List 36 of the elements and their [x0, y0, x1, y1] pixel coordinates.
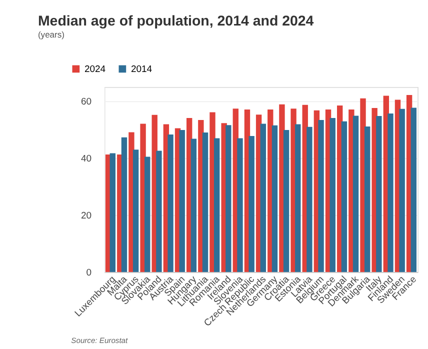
- bar: [226, 125, 232, 272]
- y-tick-label: 40: [81, 153, 92, 164]
- bar: [352, 116, 359, 272]
- bar: [202, 132, 208, 272]
- bar: [190, 138, 197, 272]
- bar: [248, 136, 254, 272]
- source-note: Source: Eurostat: [71, 336, 129, 346]
- legend-label: 2014: [130, 64, 152, 75]
- bar: [132, 150, 139, 272]
- bar: [376, 116, 382, 272]
- bar: [399, 108, 405, 272]
- bar: [330, 118, 336, 272]
- y-tick-label: 60: [81, 96, 92, 108]
- y-tick-label: 20: [81, 210, 92, 222]
- bar: [341, 121, 348, 272]
- bar: [179, 130, 185, 272]
- bar: [272, 125, 278, 272]
- bar: [156, 150, 162, 272]
- legend-label: 2024: [84, 64, 106, 75]
- bar: [110, 153, 116, 272]
- bar: [410, 108, 416, 272]
- bar: [306, 126, 312, 272]
- bar: [283, 130, 290, 272]
- bar: [144, 156, 150, 272]
- bar: [260, 124, 266, 272]
- bar: [388, 113, 394, 272]
- chart-title: Median age of population, 2014 and 2024: [38, 13, 314, 30]
- bar: [364, 126, 370, 272]
- bar: [214, 138, 220, 272]
- bar: [237, 138, 243, 272]
- bar: [318, 120, 324, 272]
- chart-subtitle: (years): [38, 30, 65, 40]
- bar: [121, 137, 128, 272]
- bar: [295, 124, 301, 272]
- y-tick-label: 0: [86, 267, 92, 278]
- bar: [168, 134, 174, 272]
